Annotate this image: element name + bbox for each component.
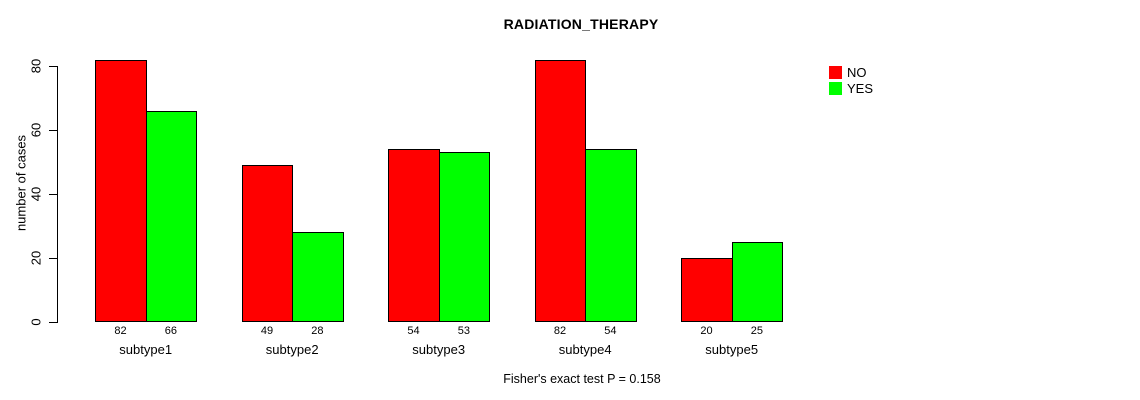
- chart-title: RADIATION_THERAPY: [503, 16, 659, 32]
- y-tick-mark: [49, 194, 57, 195]
- bar-value-label: 54: [407, 325, 420, 337]
- legend-swatch-yes: [829, 82, 842, 95]
- bar-no-subtype4: [534, 59, 587, 322]
- bar-yes-subtype2: [292, 232, 344, 322]
- y-tick-label: 40: [28, 186, 44, 202]
- bar-value-label: 49: [260, 325, 274, 337]
- x-category-label-subtype4: subtype4: [558, 342, 612, 357]
- legend: NO YES: [829, 66, 873, 98]
- legend-label: YES: [847, 81, 874, 96]
- bar-no-subtype1: [95, 59, 147, 322]
- legend-swatch-no: [829, 66, 842, 79]
- x-category-label-subtype3: subtype3: [412, 342, 466, 357]
- annotation-text: Fisher's exact test P = 0.158: [503, 372, 661, 386]
- bar-no-subtype2: [241, 165, 294, 322]
- y-tick-label: 80: [28, 58, 44, 74]
- y-tick-label: 60: [28, 122, 44, 138]
- x-category-label-subtype1: subtype1: [119, 342, 173, 357]
- x-category-label-subtype5: subtype5: [705, 342, 759, 357]
- y-axis-line: [57, 66, 58, 323]
- y-tick-mark: [49, 66, 57, 67]
- y-tick-label: 20: [28, 250, 44, 266]
- y-tick-mark: [49, 322, 57, 323]
- legend-item-yes: YES: [829, 82, 873, 95]
- bar-yes-subtype3: [438, 152, 491, 322]
- bar-value-label: 20: [700, 325, 713, 337]
- y-tick-mark: [49, 258, 57, 259]
- legend-label: NO: [847, 65, 867, 80]
- y-tick-label: 0: [28, 318, 44, 326]
- bar-no-subtype3: [388, 149, 440, 322]
- bar-no-subtype5: [681, 258, 733, 322]
- bar-value-label: 25: [750, 325, 764, 337]
- bar-value-label: 28: [311, 325, 324, 337]
- bar-value-label: 53: [457, 325, 471, 337]
- bar-yes-subtype4: [585, 149, 637, 322]
- bar-value-label: 82: [553, 325, 567, 337]
- bar-value-label: 66: [164, 325, 178, 337]
- x-category-label-subtype2: subtype2: [265, 342, 319, 357]
- bar-yes-subtype1: [145, 110, 198, 322]
- legend-item-no: NO: [829, 66, 873, 79]
- bar-value-label: 82: [114, 325, 127, 337]
- y-tick-mark: [49, 130, 57, 131]
- y-axis-label: number of cases: [13, 134, 29, 232]
- bar-value-label: 54: [604, 325, 617, 337]
- bar-yes-subtype5: [731, 242, 784, 322]
